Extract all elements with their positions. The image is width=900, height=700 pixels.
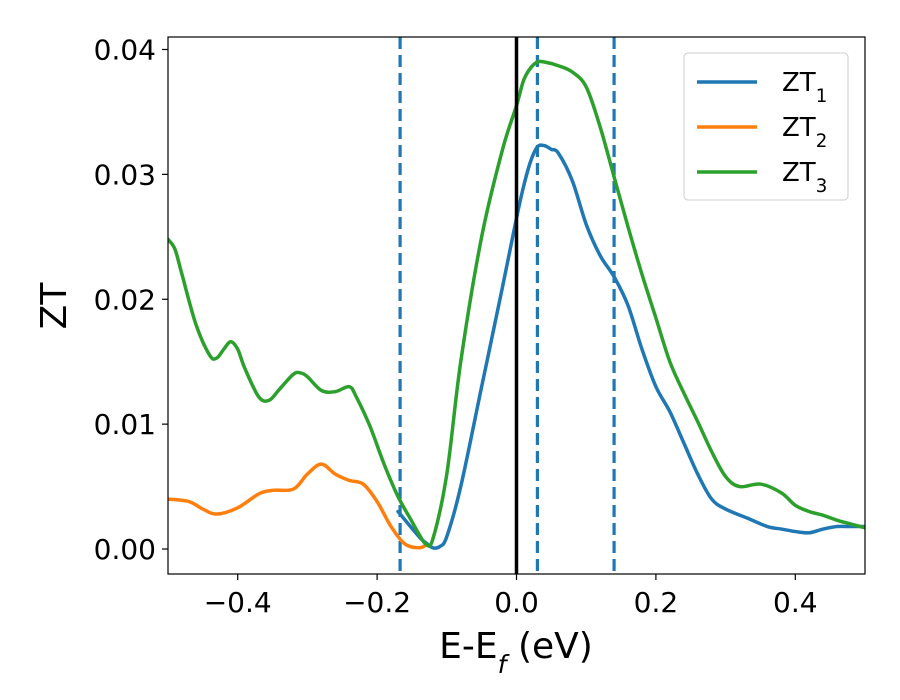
series-layer <box>168 37 865 574</box>
legend-label: ZT3 <box>782 158 827 197</box>
x-tick-label: −0.4 <box>204 586 272 619</box>
series-line-zt1 <box>396 143 865 550</box>
x-axis-label: E-Ef (eV) <box>439 626 593 679</box>
y-axis: 0.00 0.01 0.02 0.03 0.04 <box>94 33 168 566</box>
y-tick-label: 0.04 <box>94 33 156 66</box>
plot-area <box>168 37 865 574</box>
legend-label: ZT2 <box>782 113 827 152</box>
y-tick-label: 0.01 <box>94 408 156 441</box>
vlines-layer <box>398 37 616 574</box>
y-axis-label: ZT <box>34 282 75 330</box>
x-axis: −0.4 −0.2 0.0 0.2 0.4 <box>204 574 818 619</box>
legend-label: ZT1 <box>782 68 827 107</box>
legend-box <box>683 52 849 201</box>
x-tick-label: 0.4 <box>773 586 818 619</box>
x-tick-label: 0.0 <box>494 586 539 619</box>
series-line-zt2 <box>168 462 428 550</box>
y-tick-label: 0.03 <box>94 158 156 191</box>
legend: ZT1 ZT2 ZT3 <box>683 52 849 201</box>
y-tick-label: 0.02 <box>94 283 156 316</box>
x-tick-label: 0.2 <box>634 586 679 619</box>
y-tick-label: 0.00 <box>94 533 156 566</box>
x-tick-label: −0.2 <box>343 586 411 619</box>
series-line-zt3 <box>168 59 865 548</box>
